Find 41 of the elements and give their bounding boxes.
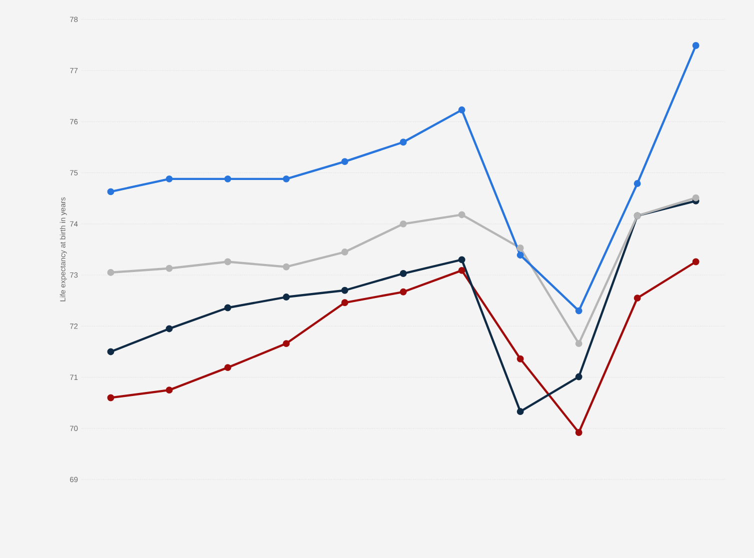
point [575,307,582,314]
point [224,258,232,266]
point [400,220,407,228]
point [224,175,232,182]
point [634,180,641,188]
point [107,188,114,196]
point [575,373,582,380]
point [107,348,114,356]
point [166,264,173,272]
point [224,364,232,372]
point [692,194,700,202]
point [458,211,466,218]
point [282,263,290,270]
point [516,355,524,362]
point [341,248,348,256]
point [282,340,290,348]
point [458,266,466,274]
point [341,299,348,306]
point [107,269,114,276]
point [400,138,407,146]
point [166,386,173,394]
point [400,270,407,278]
point [575,429,582,436]
point [224,304,232,312]
point [516,408,524,416]
point [516,252,524,259]
point [166,175,173,182]
point [692,42,700,50]
point [166,325,173,332]
point [341,158,348,166]
point [282,294,290,301]
point [282,175,290,182]
point [458,106,466,114]
point [575,340,582,348]
point [400,288,407,296]
point [692,258,700,266]
point [107,394,114,402]
point [341,286,348,294]
point [458,256,466,264]
point [516,244,524,252]
point [634,294,641,302]
